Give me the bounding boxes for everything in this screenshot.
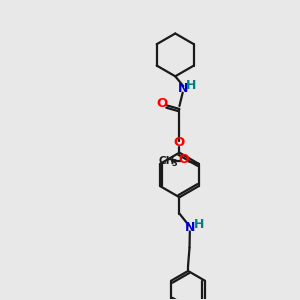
Text: H: H	[186, 79, 196, 92]
Text: 3: 3	[172, 159, 177, 168]
Text: N: N	[184, 221, 195, 234]
Text: CH: CH	[158, 156, 175, 167]
Text: O: O	[157, 98, 168, 110]
Text: O: O	[178, 153, 189, 166]
Text: H: H	[194, 218, 204, 231]
Text: O: O	[174, 136, 185, 149]
Text: N: N	[178, 82, 188, 95]
